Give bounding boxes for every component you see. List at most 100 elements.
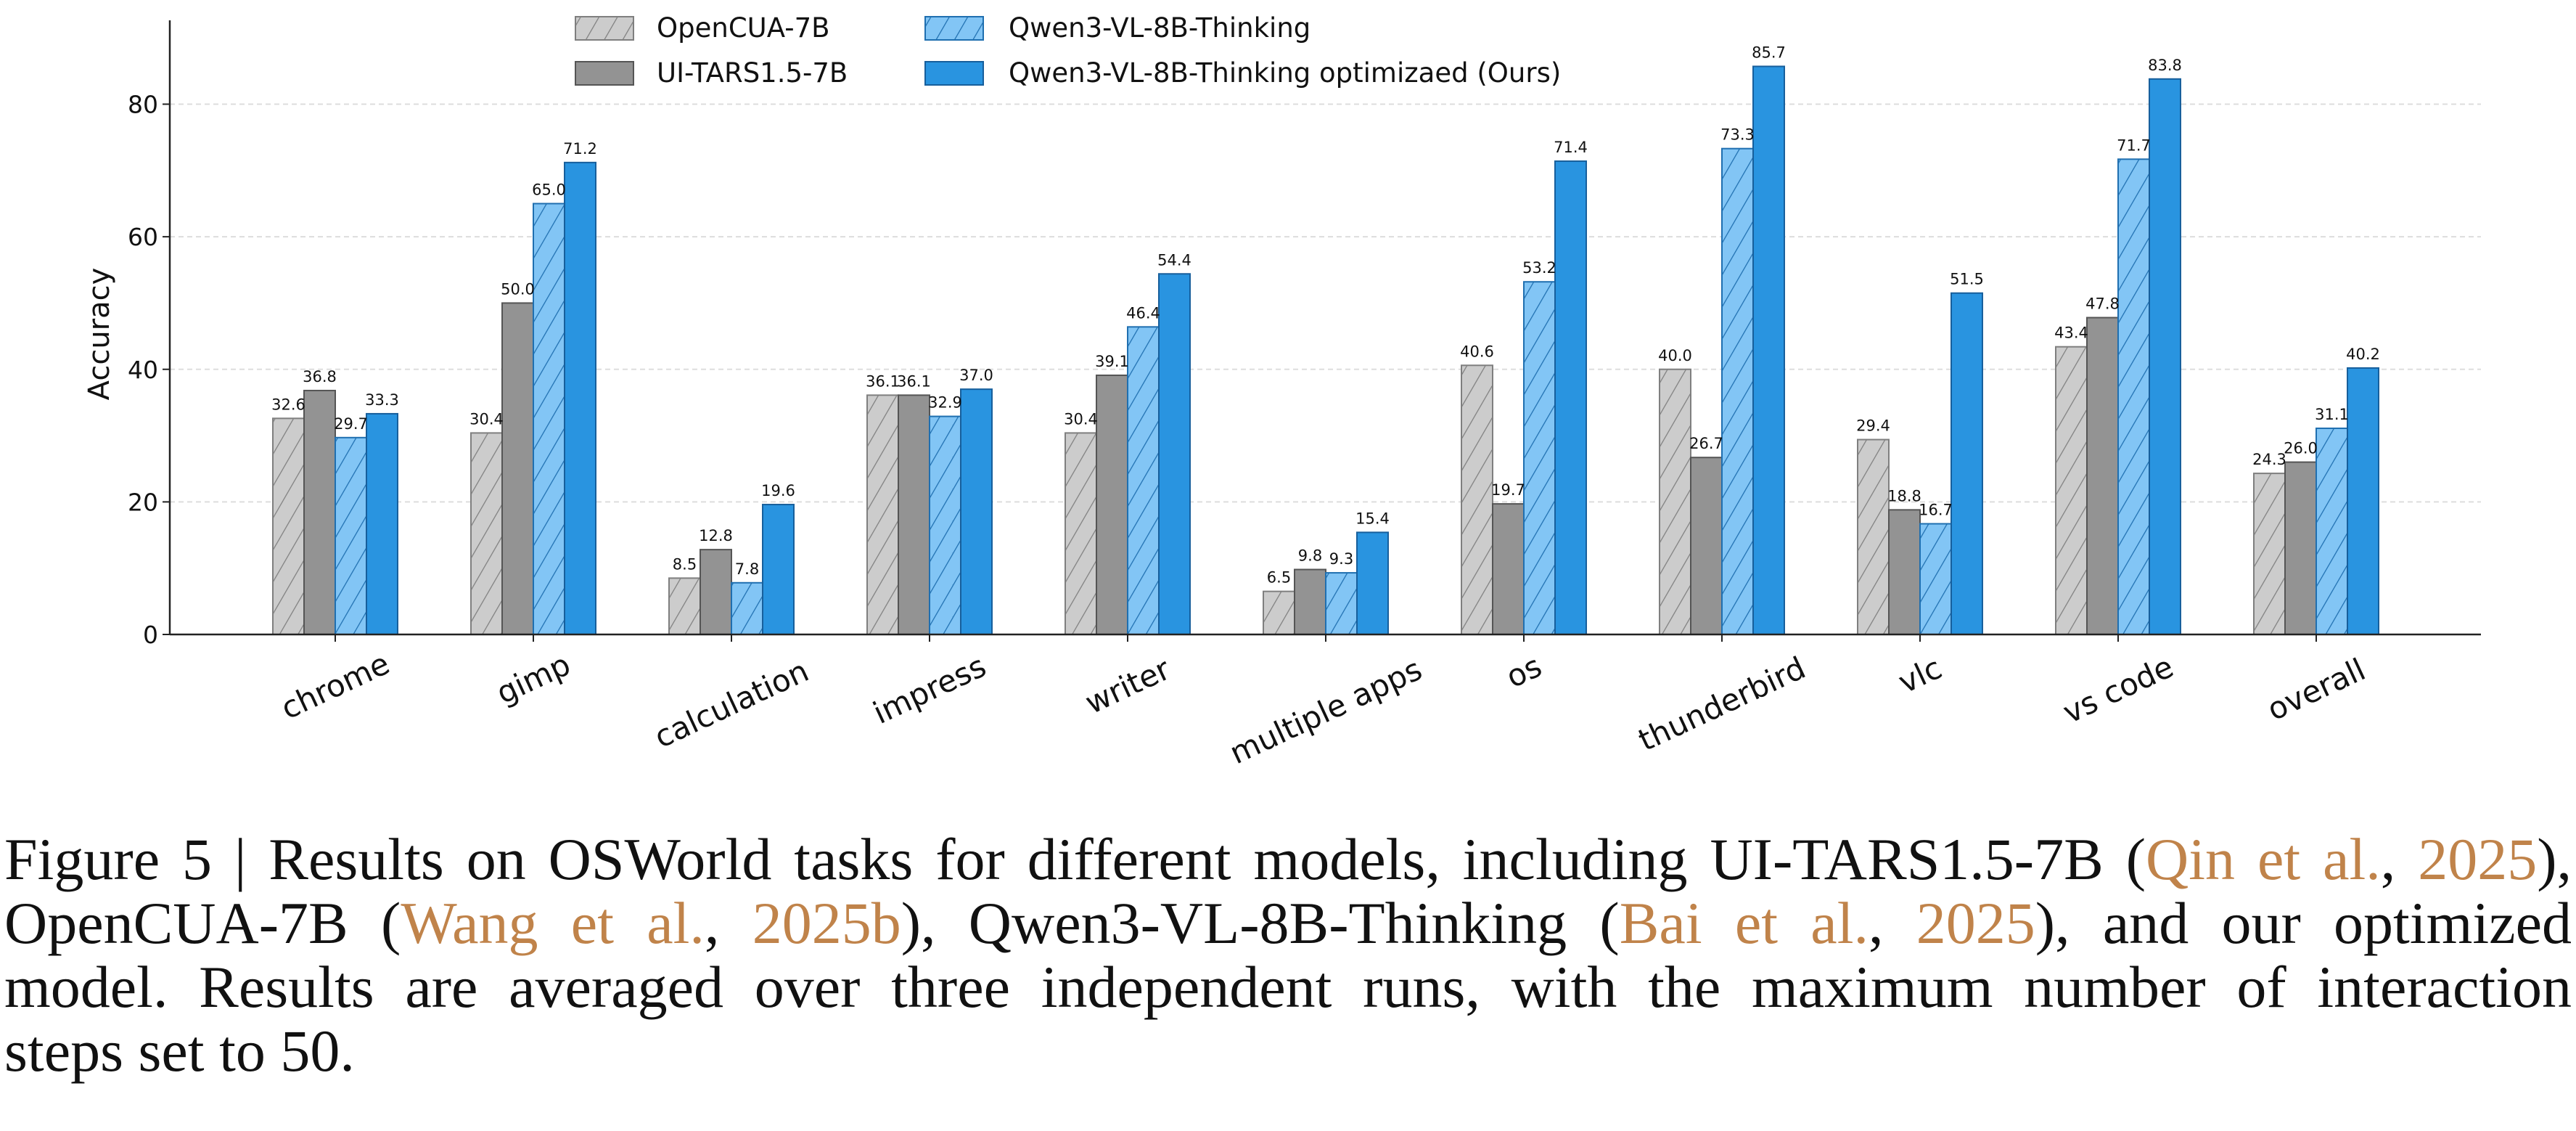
- bar: [533, 203, 565, 635]
- bar: [1065, 432, 1097, 635]
- bar: [668, 577, 701, 636]
- value-label: 16.7: [1919, 502, 1953, 519]
- legend: OpenCUA-7B UI-TARS1.5-7B Qwen3-VL-8B-Think…: [575, 12, 1561, 89]
- citation-year-link[interactable]: 2025: [2418, 826, 2538, 892]
- bar: [1325, 572, 1358, 635]
- bar: [2253, 473, 2286, 635]
- caption-line-3: model. Results are averaged over three i…: [4, 954, 2572, 1020]
- bar: [960, 388, 993, 635]
- legend-label: OpenCUA-7B: [657, 12, 830, 44]
- bar: [1127, 326, 1160, 635]
- x-tick-labels: chrome gimp calculation impress writer multip…: [276, 645, 2371, 771]
- legend-swatch: [924, 16, 984, 41]
- caption-text: ), and our optimized: [2035, 890, 2572, 956]
- value-label: 26.0: [2284, 440, 2318, 457]
- bar: [700, 549, 732, 635]
- value-label: 19.6: [761, 482, 795, 499]
- bar: [2086, 317, 2119, 635]
- value-label: 53.2: [1522, 259, 1556, 277]
- bar: [470, 432, 503, 635]
- value-label: 24.3: [2252, 451, 2286, 468]
- value-label: 71.7: [2117, 136, 2151, 154]
- citation-link[interactable]: Qin et al.: [2146, 826, 2381, 892]
- bar: [1888, 509, 1921, 636]
- value-label: 71.4: [1554, 139, 1588, 156]
- citation-link[interactable]: Bai et al.: [1619, 890, 1869, 956]
- x-tick-label: vs code: [2058, 649, 2179, 731]
- bar: [303, 389, 336, 635]
- bar: [501, 302, 534, 635]
- x-tick-label: overall: [2262, 651, 2371, 727]
- value-label: 73.3: [1720, 126, 1755, 144]
- y-tick-label: 60: [128, 223, 158, 251]
- y-tick-label: 80: [128, 91, 158, 119]
- bar: [1461, 364, 1493, 635]
- caption-text: ),: [2537, 826, 2572, 892]
- value-label: 40.0: [1658, 347, 1692, 364]
- value-label: 40.6: [1460, 343, 1494, 360]
- bar: [898, 394, 930, 635]
- caption-line-4: steps set to 50.: [4, 1018, 355, 1084]
- axes: [163, 20, 2481, 642]
- y-tick-label: 0: [143, 621, 158, 649]
- bar: [1659, 368, 1691, 635]
- bar: [1096, 374, 1128, 635]
- bar: [2284, 461, 2317, 636]
- y-tick-labels: 0 20 40 60 80: [128, 91, 158, 650]
- value-label: 40.2: [2346, 346, 2380, 363]
- x-tick-label: chrome: [276, 645, 395, 726]
- bar: [1492, 503, 1525, 635]
- bar: [2055, 346, 2088, 635]
- citation-year-link[interactable]: 2025: [1916, 890, 2035, 956]
- citation-link[interactable]: Wang et al.: [401, 890, 705, 956]
- value-label: 7.8: [735, 560, 759, 578]
- citation-year-link[interactable]: 2025b: [752, 890, 901, 956]
- bar: [1690, 457, 1723, 635]
- value-label: 32.9: [928, 394, 962, 412]
- caption-line-2: OpenCUA-7B (Wang et al., 2025b), Qwen3-V…: [4, 891, 2572, 955]
- bar: [1752, 65, 1785, 635]
- value-label: 31.1: [2315, 406, 2349, 423]
- value-label: 85.7: [1752, 44, 1786, 61]
- bar: [2149, 78, 2181, 635]
- value-label: 36.1: [897, 372, 931, 390]
- value-label: 50.0: [501, 280, 535, 298]
- x-tick-label: gimp: [491, 646, 576, 711]
- value-label: 12.8: [699, 527, 733, 544]
- bar: [2347, 367, 2379, 635]
- bar: [1919, 523, 1952, 635]
- value-label: 36.8: [303, 368, 337, 385]
- value-label: 9.8: [1298, 547, 1322, 565]
- value-label: 32.6: [271, 396, 305, 413]
- x-tick-label: vlc: [1893, 650, 1948, 701]
- caption-line-1: Figure 5 | Results on OSWorld tasks for …: [4, 828, 2572, 891]
- bar: [2315, 428, 2348, 635]
- bar: [335, 436, 367, 635]
- legend-label: Qwen3-VL-8B-Thinking optimizaed (Ours): [1009, 57, 1561, 89]
- value-label: 29.4: [1856, 417, 1890, 435]
- y-axis-label: Accuracy: [83, 268, 116, 401]
- bar: [1857, 438, 1890, 635]
- bar: [366, 412, 398, 635]
- value-label: 19.7: [1491, 481, 1525, 499]
- caption-text: ,: [704, 890, 752, 956]
- value-label: 65.0: [532, 181, 566, 198]
- x-tick-label: multiple apps: [1224, 651, 1427, 771]
- legend-swatch: [575, 61, 634, 86]
- value-label: 36.1: [866, 372, 900, 390]
- x-tick-label: thunderbird: [1633, 650, 1810, 758]
- bar: [1356, 531, 1389, 635]
- legend-label: UI-TARS1.5-7B: [657, 57, 848, 89]
- value-label: 54.4: [1157, 251, 1191, 269]
- value-label: 47.8: [2085, 295, 2120, 313]
- value-label: 43.4: [2054, 324, 2088, 342]
- bar: [1158, 273, 1191, 635]
- value-label: 9.3: [1329, 550, 1353, 568]
- bar-chart: 32.636.829.733.330.450.065.071.28.512.87…: [83, 12, 2481, 771]
- value-label: 71.2: [563, 140, 597, 158]
- value-labels: 32.636.829.733.330.450.065.071.28.512.87…: [271, 44, 2380, 586]
- x-tick-label: impress: [868, 648, 991, 731]
- x-tick-label: os: [1501, 648, 1547, 695]
- y-tick-label: 40: [128, 356, 158, 384]
